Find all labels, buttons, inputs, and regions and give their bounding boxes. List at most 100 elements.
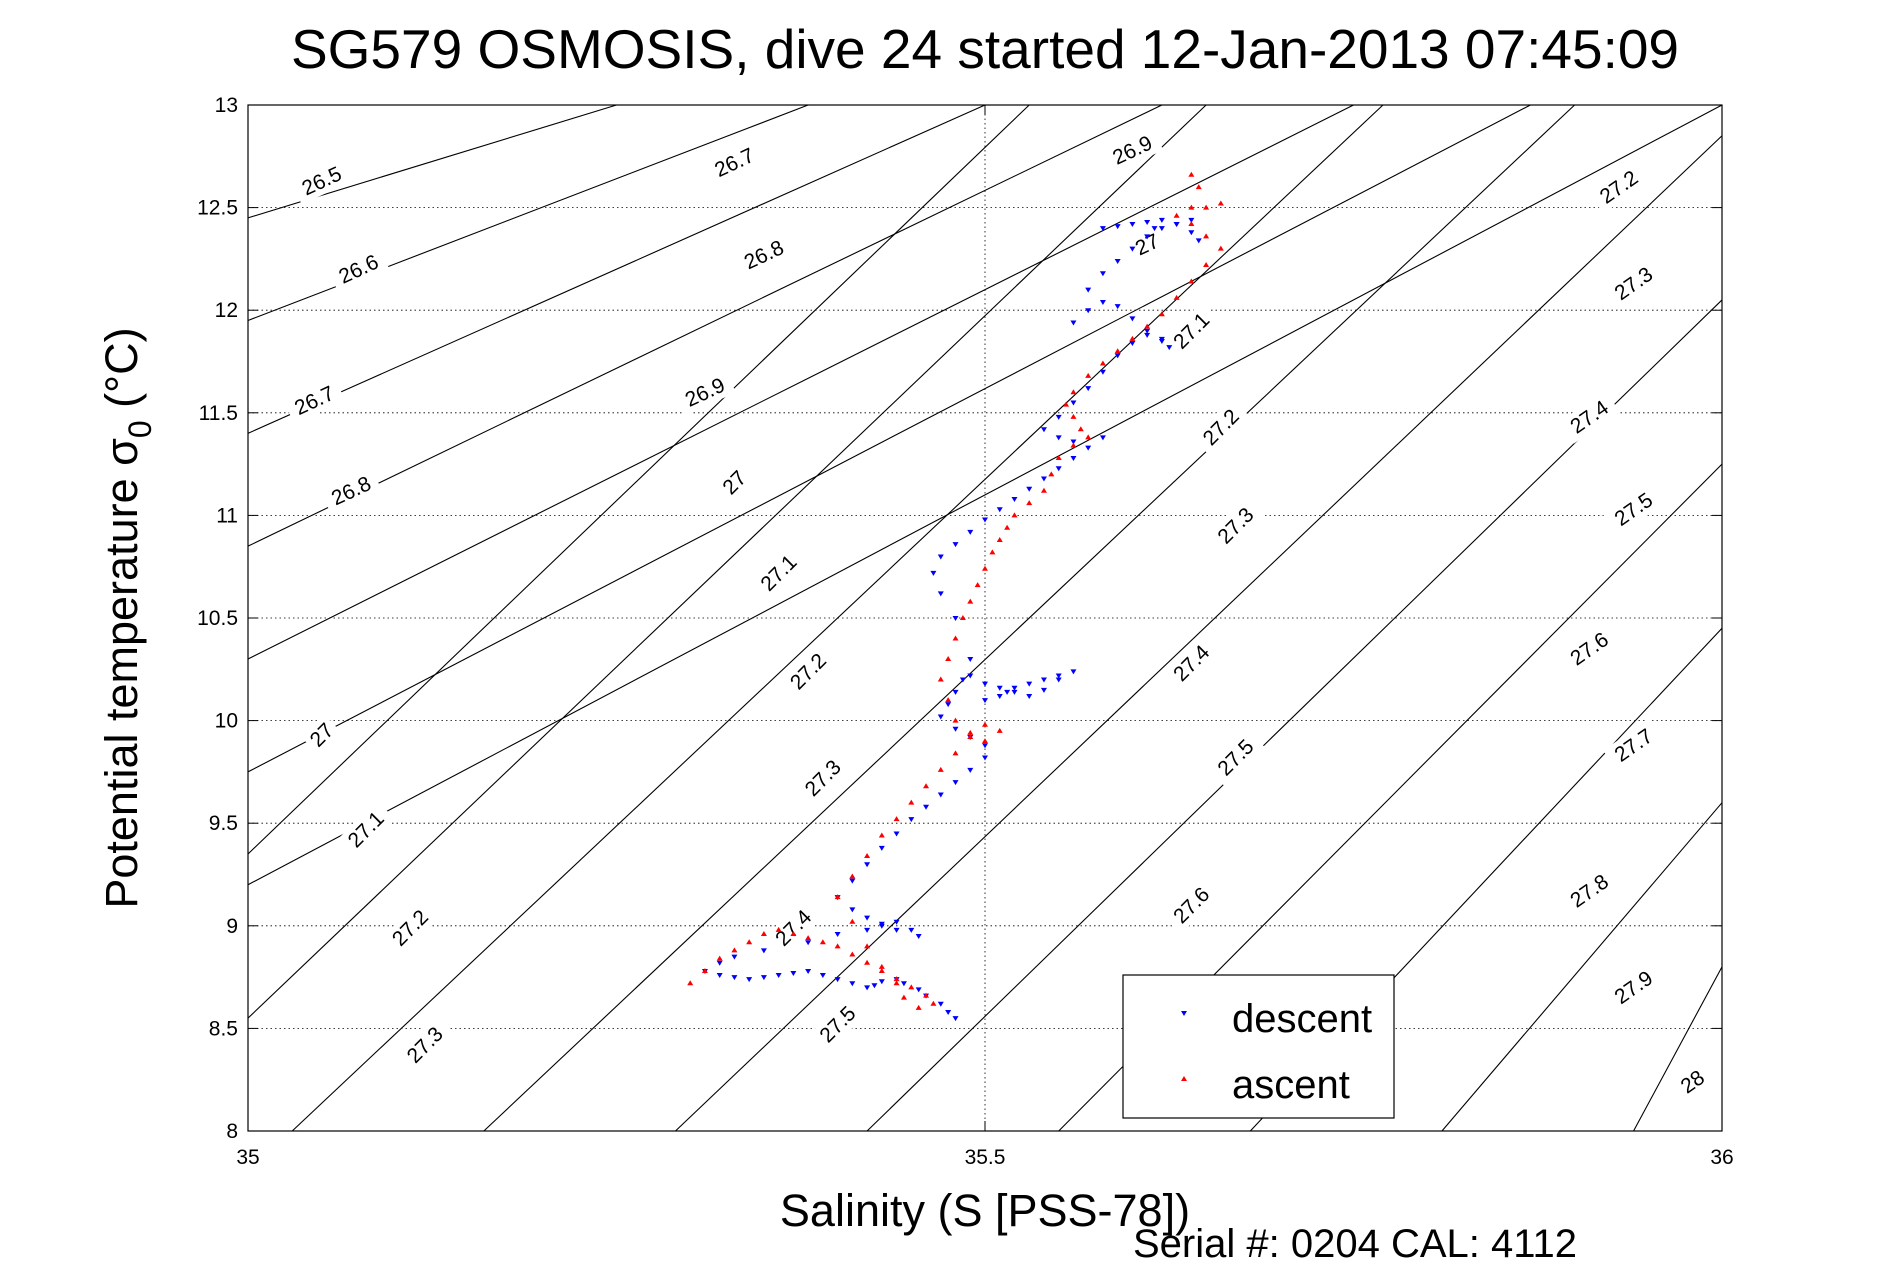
descent-point (952, 780, 959, 786)
descent-point (1070, 439, 1077, 445)
y-tick-label: 9.5 (209, 812, 238, 835)
descent-point (952, 689, 959, 695)
descent-point (1151, 226, 1158, 232)
descent-point (1173, 222, 1180, 228)
ascent-point (701, 967, 708, 973)
density-contour-line (1633, 966, 1723, 1132)
contour-label-bg (395, 1015, 454, 1074)
descent-point (805, 940, 812, 946)
ascent-point (908, 799, 915, 805)
descent-point (952, 1016, 959, 1022)
descent-point (790, 970, 797, 976)
contour-label-bg (327, 245, 390, 293)
descent-point (760, 975, 767, 981)
contour-label-bg (1558, 390, 1620, 444)
contour-label-bg (320, 467, 383, 515)
contour-label-bg (1206, 728, 1265, 787)
descent-point (945, 702, 952, 708)
descent-point (1114, 224, 1121, 230)
descent-point (1085, 445, 1092, 451)
ascent-point (849, 951, 856, 957)
y-tick-label: 12 (215, 299, 238, 322)
ascent-point (915, 1004, 922, 1010)
descent-point (1158, 217, 1165, 223)
density-contour-line (247, 104, 809, 321)
ascent-point (1188, 221, 1195, 227)
density-contour-line (483, 104, 1575, 1132)
ascent-point (746, 939, 753, 945)
x-tick-label: 36 (1710, 1146, 1733, 1169)
descent-point (937, 591, 944, 597)
density-contour-line (247, 104, 1030, 855)
descent-point (760, 948, 767, 954)
contour-label: 27 (718, 467, 751, 500)
ascent-point (982, 738, 988, 744)
ascent-point (1085, 434, 1092, 440)
ascent-point (1063, 401, 1070, 407)
descent-point (1040, 427, 1047, 433)
descent-point (1099, 271, 1106, 277)
contour-label-bg (749, 543, 808, 602)
ascent-point (775, 926, 782, 932)
ascent-point (908, 984, 915, 990)
ascent-point (967, 598, 974, 604)
contour-label-bg (808, 995, 867, 1054)
descent-point (893, 831, 900, 837)
descent-point (1144, 332, 1151, 338)
descent-point (878, 845, 885, 851)
ascent-point (930, 1000, 937, 1006)
descent-point (1114, 258, 1121, 264)
descent-point (1055, 435, 1062, 441)
descent-point (1026, 486, 1033, 492)
descent-point (1070, 320, 1077, 326)
descent-point (996, 685, 1003, 691)
density-contour-labels: 26.526.626.726.82727.127.227.326.726.826… (283, 126, 1714, 1102)
ascent-point (1099, 360, 1106, 366)
descent-point (908, 817, 915, 823)
descent-point (834, 977, 841, 983)
y-axis-ticks: 8 8.5 9 9.5 10 10.5 11 11.5 12 12.5 13 (197, 94, 1722, 1143)
descent-point (930, 570, 937, 576)
descent-point (1114, 304, 1121, 310)
ascent-point (982, 721, 988, 727)
ascent-point (1026, 500, 1033, 506)
data-series (687, 171, 1224, 1022)
descent-point (1004, 689, 1011, 695)
contour-label-bg (793, 749, 852, 808)
density-contour-line (675, 135, 1723, 1132)
y-tick-label: 11 (216, 504, 238, 527)
descent-point (864, 927, 871, 933)
descent-point (952, 542, 959, 548)
ascent-point (937, 766, 944, 772)
descent-point (1166, 345, 1173, 351)
descent-point (1026, 693, 1033, 699)
ascent-point (1011, 512, 1018, 518)
density-contour-line (247, 104, 1163, 547)
descent-point (908, 927, 915, 933)
contour-label-bg (1162, 634, 1221, 693)
descent-point (1129, 222, 1136, 228)
ascent-point (1188, 171, 1195, 177)
descent-point (849, 878, 856, 884)
descent-point (967, 767, 974, 773)
descent-point (1195, 238, 1202, 244)
contour-label-bg (381, 898, 440, 957)
density-contour-line (247, 104, 1531, 773)
descent-point (864, 985, 871, 991)
descent-point (1011, 496, 1018, 502)
descent-point (937, 714, 944, 720)
descent-point (1070, 400, 1077, 406)
contour-label-bg (1162, 301, 1221, 360)
y-tick-label: 13 (215, 94, 238, 117)
descent-point (952, 616, 959, 621)
x-tick-label: 35.5 (965, 1146, 1006, 1169)
ascent-point (849, 873, 856, 879)
descent-point (878, 921, 885, 927)
descent-point (1144, 219, 1151, 225)
ascent-point (716, 955, 723, 961)
contour-label-bg (1558, 864, 1620, 918)
descent-point (982, 755, 988, 761)
descent-point (915, 934, 922, 940)
y-axis-label-subscript: 0 (122, 420, 158, 438)
